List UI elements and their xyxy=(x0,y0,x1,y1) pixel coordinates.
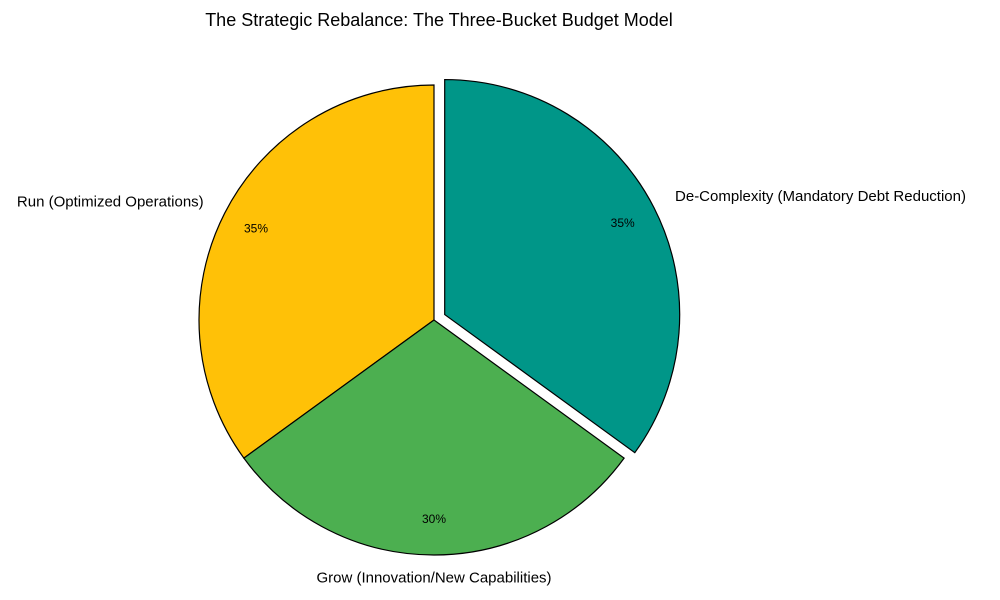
pct-label-grow: 30% xyxy=(422,512,446,526)
slice-label-grow: Grow (Innovation/New Capabilities) xyxy=(316,569,551,586)
pct-label-de-complexity: 35% xyxy=(611,216,635,230)
pct-label-run: 35% xyxy=(244,221,268,235)
pie-slice-de-complexity xyxy=(444,78,681,454)
chart-title: The Strategic Rebalance: The Three-Bucke… xyxy=(205,10,673,30)
slice-label-de-complexity: De-Complexity (Mandatory Debt Reduction) xyxy=(675,188,966,205)
pie-slice-grow xyxy=(243,319,625,556)
pie-slice-run xyxy=(198,84,435,459)
slice-label-run: Run (Optimized Operations) xyxy=(17,194,204,211)
